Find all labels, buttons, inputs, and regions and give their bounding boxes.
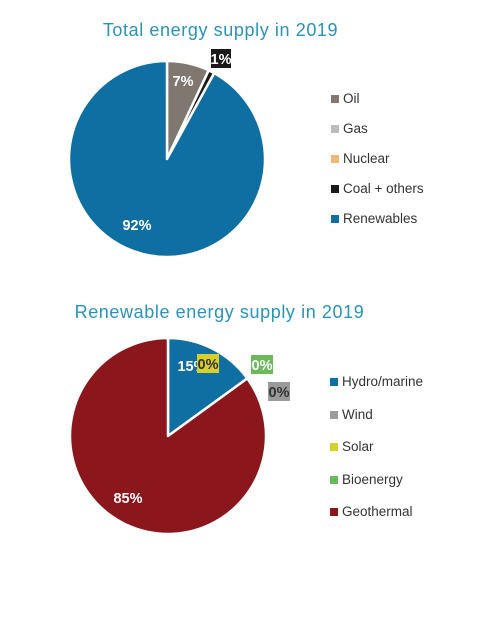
legend-label: Nuclear [343, 151, 390, 166]
legend-label: Solar [342, 439, 374, 454]
legend-swatch [330, 475, 338, 484]
value-label-renewable-solar: 0% [198, 357, 219, 373]
legend-swatch [331, 155, 339, 163]
value-label-bg-renewable-solar [197, 354, 219, 373]
pie-chart-total: 7% 1% 92% [67, 49, 267, 259]
legend-label: Wind [342, 406, 373, 422]
legend-swatch [330, 410, 338, 419]
legend-label: Bioenergy [342, 471, 403, 487]
value-label-renewable-bioenergy: 0% [252, 358, 273, 374]
value-label-total-renewables: 92% [122, 218, 151, 234]
chart-title-renewable: Renewable energy supply in 2019 [74, 302, 365, 322]
pie-slice-renewable-hydro-marine [166, 336, 249, 438]
legend-label: Renewables [343, 211, 418, 226]
legend-swatch [330, 443, 338, 451]
legend-label: Oil [343, 91, 360, 106]
legend-label: Coal + others [343, 181, 424, 196]
value-label-bg-total-coal-others [211, 49, 231, 68]
legend-swatch [331, 185, 339, 193]
value-label-total-coal-others: 1% [211, 52, 232, 68]
legend-label: Hydro/marine [342, 374, 424, 389]
legend-label: Geothermal [342, 504, 413, 519]
pie-slice-renewable-geothermal [68, 336, 268, 536]
value-label-renewable-geothermal: 85% [113, 491, 142, 507]
pie-slice-total-renewables [67, 59, 267, 259]
legend-swatch [330, 508, 338, 516]
legend-label: Gas [343, 121, 368, 136]
chart-title-total: Total energy supply in 2019 [102, 20, 339, 40]
value-label-total-oil: 7% [173, 74, 194, 90]
legend-swatch [331, 95, 339, 103]
legend-swatch [331, 125, 339, 133]
legend-swatch [331, 215, 339, 223]
value-label-bg-renewable-bioenergy [251, 355, 273, 374]
value-label-renewable-wind: 0% [269, 385, 290, 401]
legend-swatch [330, 378, 338, 386]
value-label-bg-renewable-wind [268, 382, 290, 401]
